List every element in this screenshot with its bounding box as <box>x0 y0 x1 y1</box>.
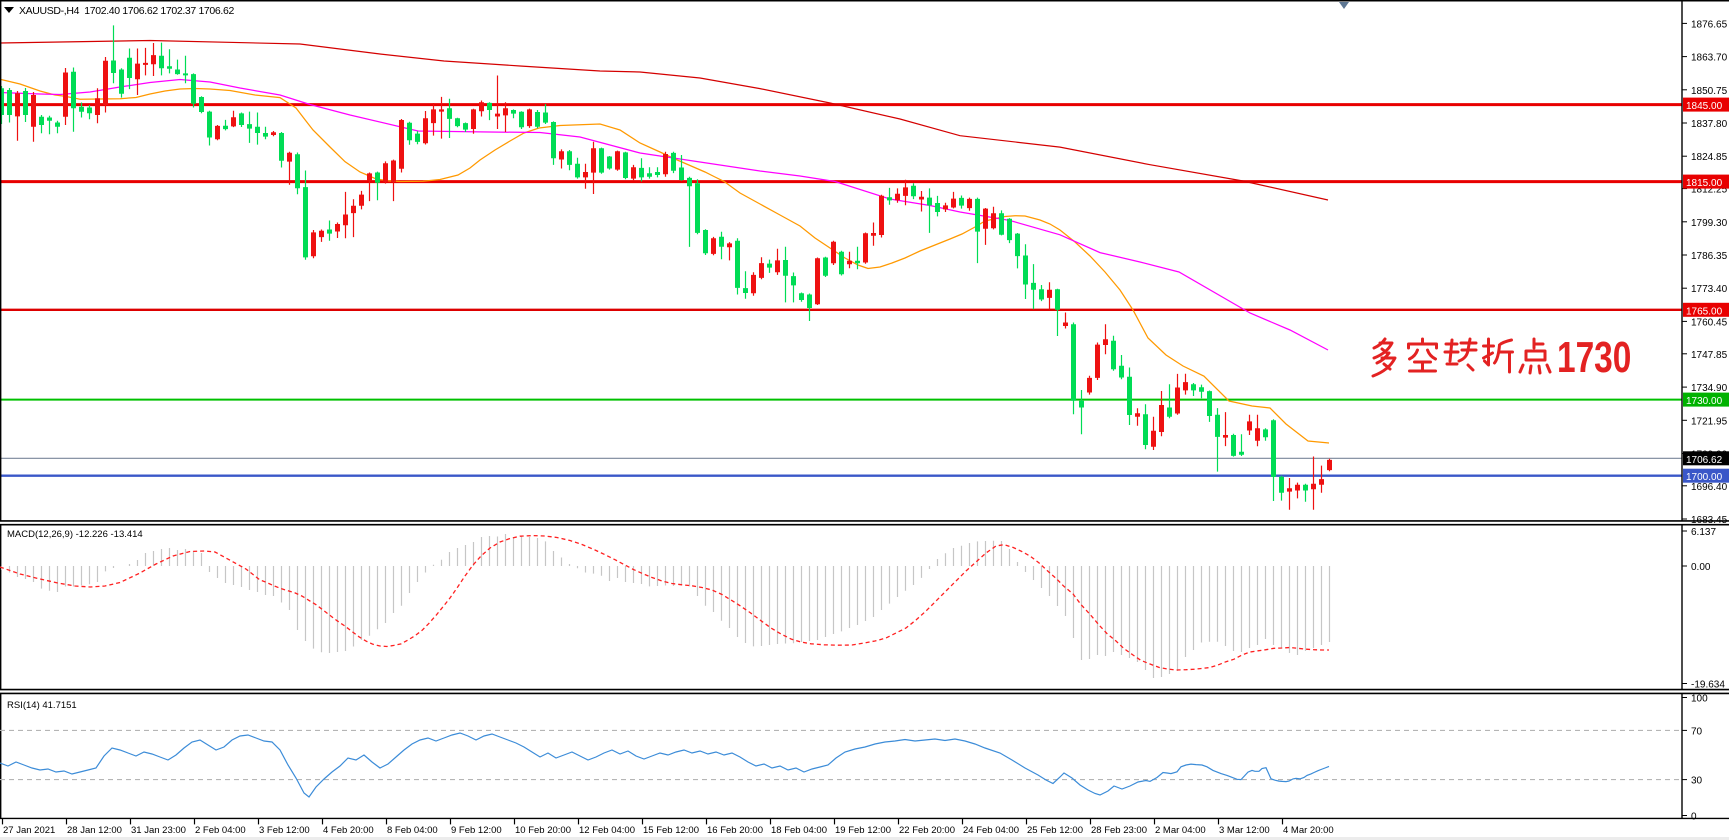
svg-text:19 Feb 12:00: 19 Feb 12:00 <box>835 825 891 836</box>
svg-text:15 Feb 12:00: 15 Feb 12:00 <box>643 825 699 836</box>
svg-text:1812.25: 1812.25 <box>1691 185 1728 196</box>
svg-text:8 Feb 04:00: 8 Feb 04:00 <box>387 825 438 836</box>
svg-text:1765.00: 1765.00 <box>1686 306 1723 317</box>
svg-text:RSI(14) 41.7151: RSI(14) 41.7151 <box>7 700 77 711</box>
svg-text:1747.85: 1747.85 <box>1691 350 1728 361</box>
svg-text:1824.85: 1824.85 <box>1691 152 1728 163</box>
svg-text:6.137: 6.137 <box>1691 527 1716 538</box>
svg-text:28 Feb 23:00: 28 Feb 23:00 <box>1091 825 1147 836</box>
svg-text:1683.45: 1683.45 <box>1691 515 1728 526</box>
svg-text:22 Feb 20:00: 22 Feb 20:00 <box>899 825 955 836</box>
svg-text:1786.35: 1786.35 <box>1691 251 1728 262</box>
svg-text:1837.80: 1837.80 <box>1691 119 1728 130</box>
svg-text:1696.40: 1696.40 <box>1691 482 1728 493</box>
svg-text:25 Feb 12:00: 25 Feb 12:00 <box>1027 825 1083 836</box>
svg-text:10 Feb 20:00: 10 Feb 20:00 <box>515 825 571 836</box>
svg-text:1760.45: 1760.45 <box>1691 317 1728 328</box>
svg-text:0: 0 <box>1691 812 1697 823</box>
svg-text:1850.75: 1850.75 <box>1691 86 1728 97</box>
svg-text:16 Feb 20:00: 16 Feb 20:00 <box>707 825 763 836</box>
svg-text:MACD(12,26,9) -12.226 -13.414: MACD(12,26,9) -12.226 -13.414 <box>7 529 143 540</box>
svg-text:1700.00: 1700.00 <box>1686 472 1723 483</box>
svg-text:1706.62: 1706.62 <box>1686 455 1723 466</box>
svg-text:2 Mar 04:00: 2 Mar 04:00 <box>1155 825 1206 836</box>
svg-text:4 Feb 20:00: 4 Feb 20:00 <box>323 825 374 836</box>
svg-text:3 Feb 12:00: 3 Feb 12:00 <box>259 825 310 836</box>
svg-text:0.00: 0.00 <box>1691 562 1711 573</box>
svg-text:27 Jan 2021: 27 Jan 2021 <box>3 825 55 836</box>
svg-text:XAUUSD-,H4 1702.40 1706.62 17: XAUUSD-,H4 1702.40 1706.62 1702.37 1706.… <box>19 5 234 17</box>
svg-text:1799.30: 1799.30 <box>1691 218 1728 229</box>
svg-text:24 Feb 04:00: 24 Feb 04:00 <box>963 825 1019 836</box>
svg-text:1734.90: 1734.90 <box>1691 383 1728 394</box>
svg-text:1876.65: 1876.65 <box>1691 19 1728 30</box>
svg-text:1845.00: 1845.00 <box>1686 101 1723 112</box>
svg-text:1730: 1730 <box>1557 334 1631 382</box>
svg-text:31 Jan 23:00: 31 Jan 23:00 <box>131 825 186 836</box>
svg-text:70: 70 <box>1691 726 1703 737</box>
svg-text:1863.70: 1863.70 <box>1691 53 1728 64</box>
svg-text:100: 100 <box>1691 694 1708 705</box>
svg-text:1721.95: 1721.95 <box>1691 416 1728 427</box>
svg-text:12 Feb 04:00: 12 Feb 04:00 <box>579 825 635 836</box>
svg-text:1730.00: 1730.00 <box>1686 396 1723 407</box>
svg-text:2 Feb 04:00: 2 Feb 04:00 <box>195 825 246 836</box>
svg-text:1773.40: 1773.40 <box>1691 284 1728 295</box>
svg-text:9 Feb 12:00: 9 Feb 12:00 <box>451 825 502 836</box>
svg-text:1815.00: 1815.00 <box>1686 178 1723 189</box>
svg-text:-19.634: -19.634 <box>1691 680 1725 691</box>
svg-text:18 Feb 04:00: 18 Feb 04:00 <box>771 825 827 836</box>
svg-text:3 Mar 12:00: 3 Mar 12:00 <box>1219 825 1270 836</box>
svg-text:28 Jan 12:00: 28 Jan 12:00 <box>67 825 122 836</box>
svg-text:30: 30 <box>1691 776 1703 787</box>
svg-text:4 Mar 20:00: 4 Mar 20:00 <box>1283 825 1334 836</box>
